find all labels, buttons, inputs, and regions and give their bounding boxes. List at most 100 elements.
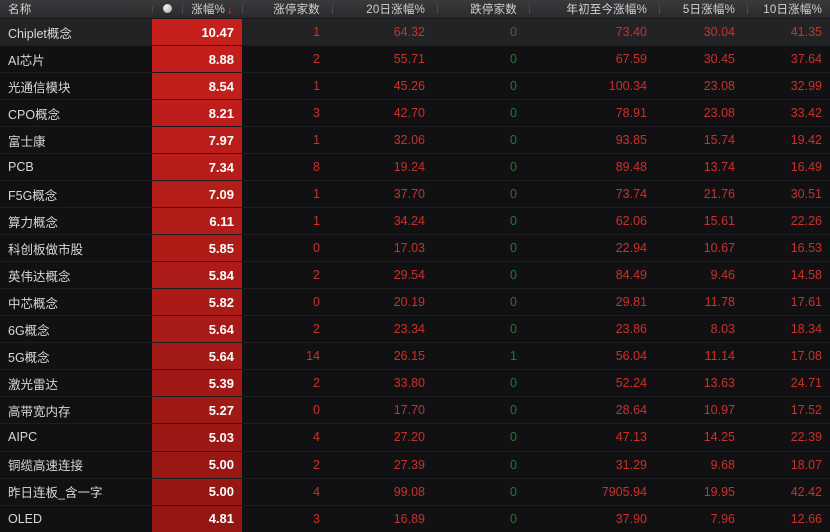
- table-row[interactable]: 激光雷达 5.39 2 33.80 0 52.24 13.63 24.71: [0, 370, 830, 398]
- row-name: 科创板做市股: [8, 242, 84, 257]
- column-header-name[interactable]: 名称: [0, 1, 152, 17]
- change-20d-value: 17.03: [393, 241, 425, 256]
- table-row[interactable]: 算力概念 6.11 1 34.24 0 62.06 15.61 22.26: [0, 208, 830, 236]
- table-row[interactable]: 英伟达概念 5.84 2 29.54 0 84.49 9.46 14.58: [0, 262, 830, 290]
- change-10d-value: 24.71: [790, 376, 822, 391]
- table-body: Chiplet概念 10.47 1 64.32 0 73.40 30.04 41.35 AI芯片…: [0, 19, 830, 532]
- change-10d-value: 16.53: [790, 241, 822, 256]
- change-ytd-value: 89.48: [615, 160, 647, 175]
- change-10d-value: 22.26: [790, 214, 822, 229]
- table-row[interactable]: 6G概念 5.64 2 23.34 0 23.86 8.03 18.34: [0, 316, 830, 344]
- limit-down-count-value: 0: [510, 376, 517, 391]
- change-ytd-value: 78.91: [615, 106, 647, 121]
- limit-up-count-value: 8: [313, 160, 320, 175]
- limit-up-count-value: 0: [313, 295, 320, 310]
- change-5d-value: 15.61: [703, 214, 735, 229]
- row-name: 激光雷达: [8, 377, 59, 392]
- row-name: PCB: [8, 160, 34, 175]
- change-20d-value: 19.24: [393, 160, 425, 175]
- change-pct-bar: [152, 46, 242, 73]
- limit-up-count-value: 1: [313, 25, 320, 40]
- column-header-limit-up-count[interactable]: 涨停家数: [242, 1, 332, 17]
- column-header-20d-change-label: 20日涨幅%: [366, 4, 425, 16]
- change-5d-value: 23.08: [703, 106, 735, 121]
- column-header-20d-change[interactable]: 20日涨幅%: [332, 1, 437, 17]
- table-row[interactable]: PCB 7.34 8 19.24 0 89.48 13.74 16.49: [0, 154, 830, 182]
- sort-descending-icon[interactable]: ↓: [227, 3, 233, 16]
- change-pct-value: 5.00: [208, 484, 234, 500]
- limit-down-count-value: 0: [510, 241, 517, 256]
- change-pct-bar: [152, 343, 242, 370]
- table-row[interactable]: 光通信模块 8.54 1 45.26 0 100.34 23.08 32.99: [0, 73, 830, 101]
- change-ytd-value: 84.49: [615, 268, 647, 283]
- change-5d-value: 9.46: [710, 268, 735, 283]
- column-header-10d-change-label: 10日涨幅%: [763, 4, 822, 16]
- table-row[interactable]: 科创板做市股 5.85 0 17.03 0 22.94 10.67 16.53: [0, 235, 830, 263]
- change-pct-bar: [152, 370, 242, 397]
- row-name: 5G概念: [8, 350, 50, 365]
- row-name: 昨日连板_含一字: [8, 486, 103, 501]
- limit-up-count-value: 0: [313, 403, 320, 418]
- change-pct-value: 5.82: [208, 294, 234, 310]
- change-pct-bar: [152, 451, 242, 478]
- change-ytd-value: 28.64: [615, 403, 647, 418]
- column-header-10d-change[interactable]: 10日涨幅%: [747, 1, 830, 17]
- table-row[interactable]: OLED 4.81 3 16.89 0 37.90 7.96 12.66: [0, 505, 830, 532]
- row-name: OLED: [8, 511, 43, 526]
- change-pct-value: 5.39: [208, 375, 234, 391]
- limit-down-count-value: 0: [510, 457, 517, 472]
- change-10d-value: 18.34: [790, 322, 822, 337]
- table-row[interactable]: F5G概念 7.09 1 37.70 0 73.74 21.76 30.51: [0, 181, 830, 209]
- limit-down-count-value: 0: [510, 187, 517, 202]
- column-header-ytd-change[interactable]: 年初至今涨幅%: [529, 1, 659, 17]
- change-ytd-value: 73.74: [615, 187, 647, 202]
- table-row[interactable]: AI芯片 8.88 2 55.71 0 67.59 30.45 37.64: [0, 46, 830, 74]
- table-row[interactable]: 高带宽内存 5.27 0 17.70 0 28.64 10.97 17.52: [0, 397, 830, 425]
- change-pct-bar: [152, 262, 242, 289]
- change-10d-value: 17.61: [790, 295, 822, 310]
- table-row[interactable]: 5G概念 5.64 14 26.15 1 56.04 11.14 17.08: [0, 343, 830, 371]
- column-header-change-pct[interactable]: 涨幅% ↓: [182, 1, 242, 17]
- table-header-row: 名称 涨幅% ↓ 涨停家数 20日涨幅% 跌停家数 年初至今涨幅% 5日涨幅% …: [0, 0, 830, 19]
- change-10d-value: 37.64: [790, 52, 822, 67]
- change-pct-value: 6.11: [209, 213, 234, 229]
- change-20d-value: 34.24: [393, 214, 425, 229]
- change-pct-value: 10.47: [201, 24, 234, 40]
- row-name: CPO概念: [8, 107, 61, 122]
- change-10d-value: 41.35: [790, 25, 822, 40]
- change-5d-value: 11.78: [704, 295, 735, 310]
- table-row[interactable]: Chiplet概念 10.47 1 64.32 0 73.40 30.04 41.35: [0, 19, 830, 47]
- limit-up-count-value: 4: [313, 484, 320, 499]
- table-row[interactable]: 富士康 7.97 1 32.06 0 93.85 15.74 19.42: [0, 127, 830, 155]
- change-20d-value: 26.15: [393, 349, 425, 364]
- table-row[interactable]: 铜缆高速连接 5.00 2 27.39 0 31.29 9.68 18.07: [0, 451, 830, 479]
- change-pct-bar: [152, 19, 242, 46]
- change-10d-value: 14.58: [790, 268, 822, 283]
- table-row[interactable]: CPO概念 8.21 3 42.70 0 78.91 23.08 33.42: [0, 100, 830, 128]
- limit-down-count-value: 0: [510, 52, 517, 67]
- limit-up-count-value: 2: [313, 376, 320, 391]
- table-row[interactable]: 中芯概念 5.82 0 20.19 0 29.81 11.78 17.61: [0, 289, 830, 317]
- change-20d-value: 45.26: [393, 79, 425, 94]
- column-header-limit-down-count[interactable]: 跌停家数: [437, 1, 529, 17]
- row-name: 光通信模块: [8, 80, 71, 95]
- change-20d-value: 17.70: [393, 403, 425, 418]
- change-ytd-value: 52.24: [615, 376, 647, 391]
- row-name: Chiplet概念: [8, 26, 72, 41]
- limit-down-count-value: 0: [510, 106, 517, 121]
- change-pct-bar: [152, 127, 242, 154]
- change-20d-value: 20.19: [393, 295, 425, 310]
- column-header-marker[interactable]: [152, 3, 182, 15]
- change-pct-value: 8.21: [208, 105, 234, 121]
- column-header-5d-change[interactable]: 5日涨幅%: [659, 1, 747, 17]
- change-20d-value: 29.54: [393, 268, 425, 283]
- change-pct-bar: [152, 100, 242, 127]
- table-row[interactable]: 昨日连板_含一字 5.00 4 99.08 0 7905.94 19.95 42.42: [0, 478, 830, 506]
- row-name: AIPC: [8, 430, 38, 445]
- row-name: 铜缆高速连接: [8, 459, 84, 474]
- row-name: AI芯片: [8, 53, 45, 68]
- table-row[interactable]: AIPC 5.03 4 27.20 0 47.13 14.25 22.39: [0, 424, 830, 452]
- change-20d-value: 37.70: [393, 187, 425, 202]
- column-header-ytd-change-label: 年初至今涨幅%: [566, 4, 647, 16]
- row-name: 英伟达概念: [8, 269, 71, 284]
